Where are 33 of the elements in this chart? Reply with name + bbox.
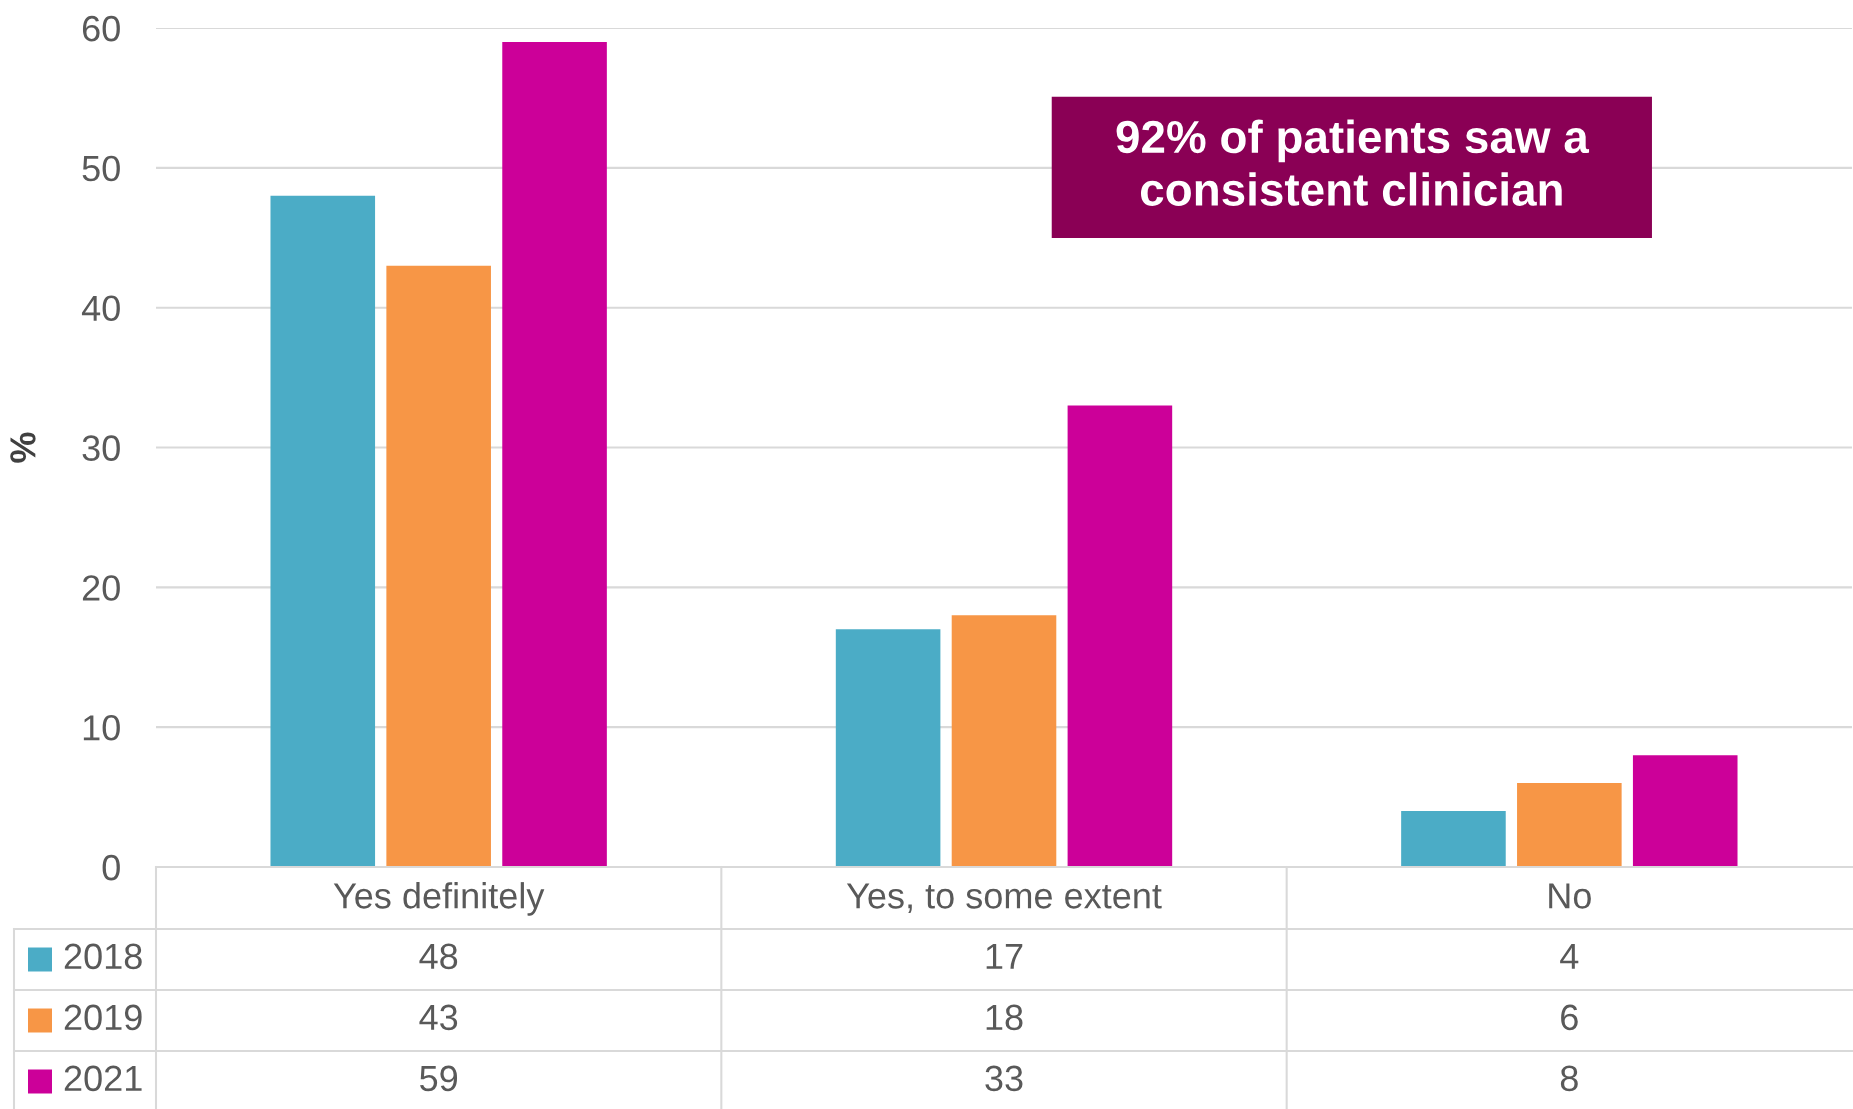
- y-tick-label: 40: [81, 295, 120, 322]
- y-axis-title: %: [10, 432, 36, 463]
- bar: [270, 195, 376, 867]
- bar: [1401, 811, 1506, 867]
- bar: [1632, 755, 1738, 867]
- x-tick-label: Yes definitely: [333, 882, 545, 916]
- data-label: 4: [1560, 943, 1579, 969]
- data-label: 43: [419, 1004, 458, 1031]
- bar: [951, 615, 1057, 867]
- x-tick-label: Yes, to some extent: [846, 883, 1162, 913]
- y-tick-label: 30: [82, 435, 120, 461]
- data-label: 59: [420, 1065, 458, 1092]
- data-label: 8: [1560, 1065, 1578, 1092]
- y-tick-label: 10: [83, 715, 120, 741]
- y-tick-label: 50: [82, 155, 120, 182]
- y-tick-label: 20: [82, 575, 120, 601]
- legend-label: 2021: [64, 1065, 142, 1092]
- bar: [386, 265, 491, 867]
- legend-label: 2019: [64, 1004, 142, 1031]
- data-label: 6: [1561, 1004, 1578, 1031]
- data-label: 48: [419, 943, 458, 970]
- data-label: 17: [986, 943, 1023, 969]
- bar: [1067, 405, 1173, 867]
- annotation: 92% of patients saw a consistent clinician: [1116, 119, 1590, 206]
- x-tick-label: No: [1549, 883, 1591, 909]
- data-label: 18: [986, 1004, 1023, 1031]
- bar: [835, 629, 941, 867]
- y-tick-label: 0: [102, 854, 120, 881]
- data-label: 33: [985, 1065, 1023, 1092]
- legend-label: 2018: [64, 943, 142, 970]
- bar: [1517, 783, 1622, 867]
- bar: [502, 41, 607, 867]
- y-tick-label: 60: [82, 15, 120, 42]
